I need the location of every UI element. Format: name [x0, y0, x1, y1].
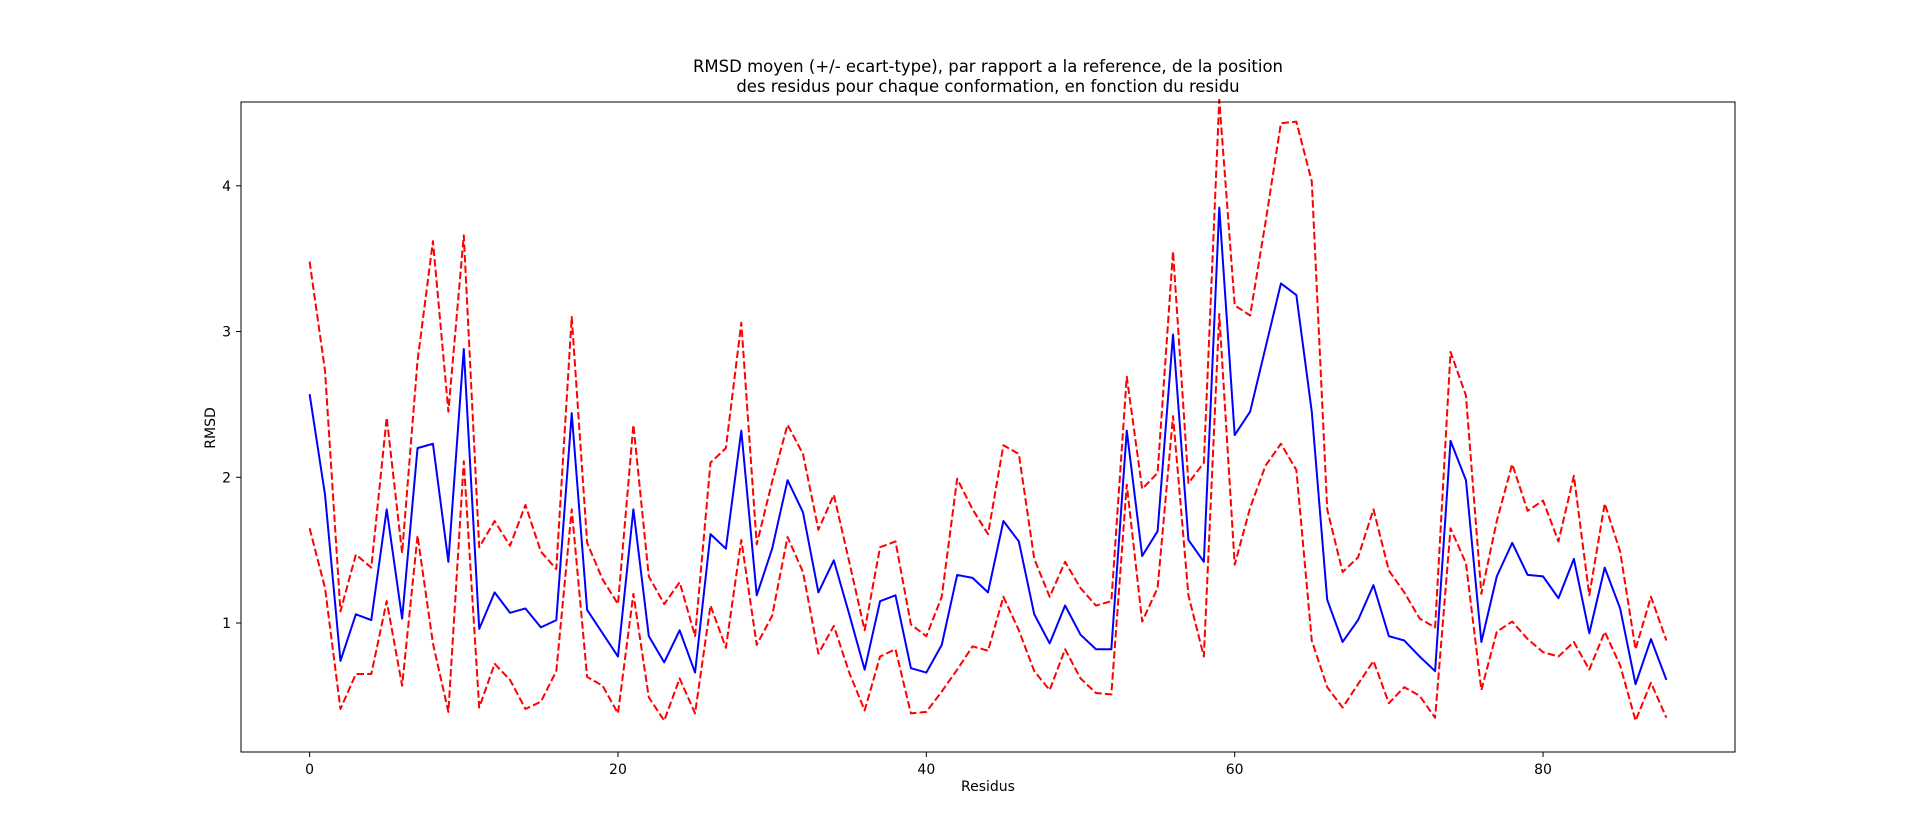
x-tick-label: 0	[305, 762, 314, 778]
y-axis-label: RMSD	[203, 407, 219, 448]
upper-std-line	[308, 98, 1668, 651]
plot-frame	[240, 101, 1736, 753]
y-tick-label: 2	[222, 470, 231, 486]
x-tick-label: 20	[609, 762, 627, 778]
plot-area	[308, 98, 1668, 722]
chart-title-line-2: des residus pour chaque conformation, en…	[736, 77, 1239, 96]
y-tick-label: 1	[222, 616, 231, 632]
x-tick-label: 80	[1534, 762, 1552, 778]
x-tick-label: 60	[1226, 762, 1244, 778]
y-tick-label: 4	[222, 179, 231, 195]
x-axis-label: Residus	[961, 779, 1015, 795]
axis-ticks: 0 20 40 60 80 1 2 3 4	[222, 179, 1552, 778]
mean-rmsd-line	[308, 206, 1668, 686]
chart-title-line-1: RMSD moyen (+/- ecart-type), par rapport…	[693, 57, 1283, 76]
x-tick-label: 40	[917, 762, 935, 778]
lower-std-line	[308, 313, 1668, 722]
y-tick-label: 3	[222, 325, 231, 341]
